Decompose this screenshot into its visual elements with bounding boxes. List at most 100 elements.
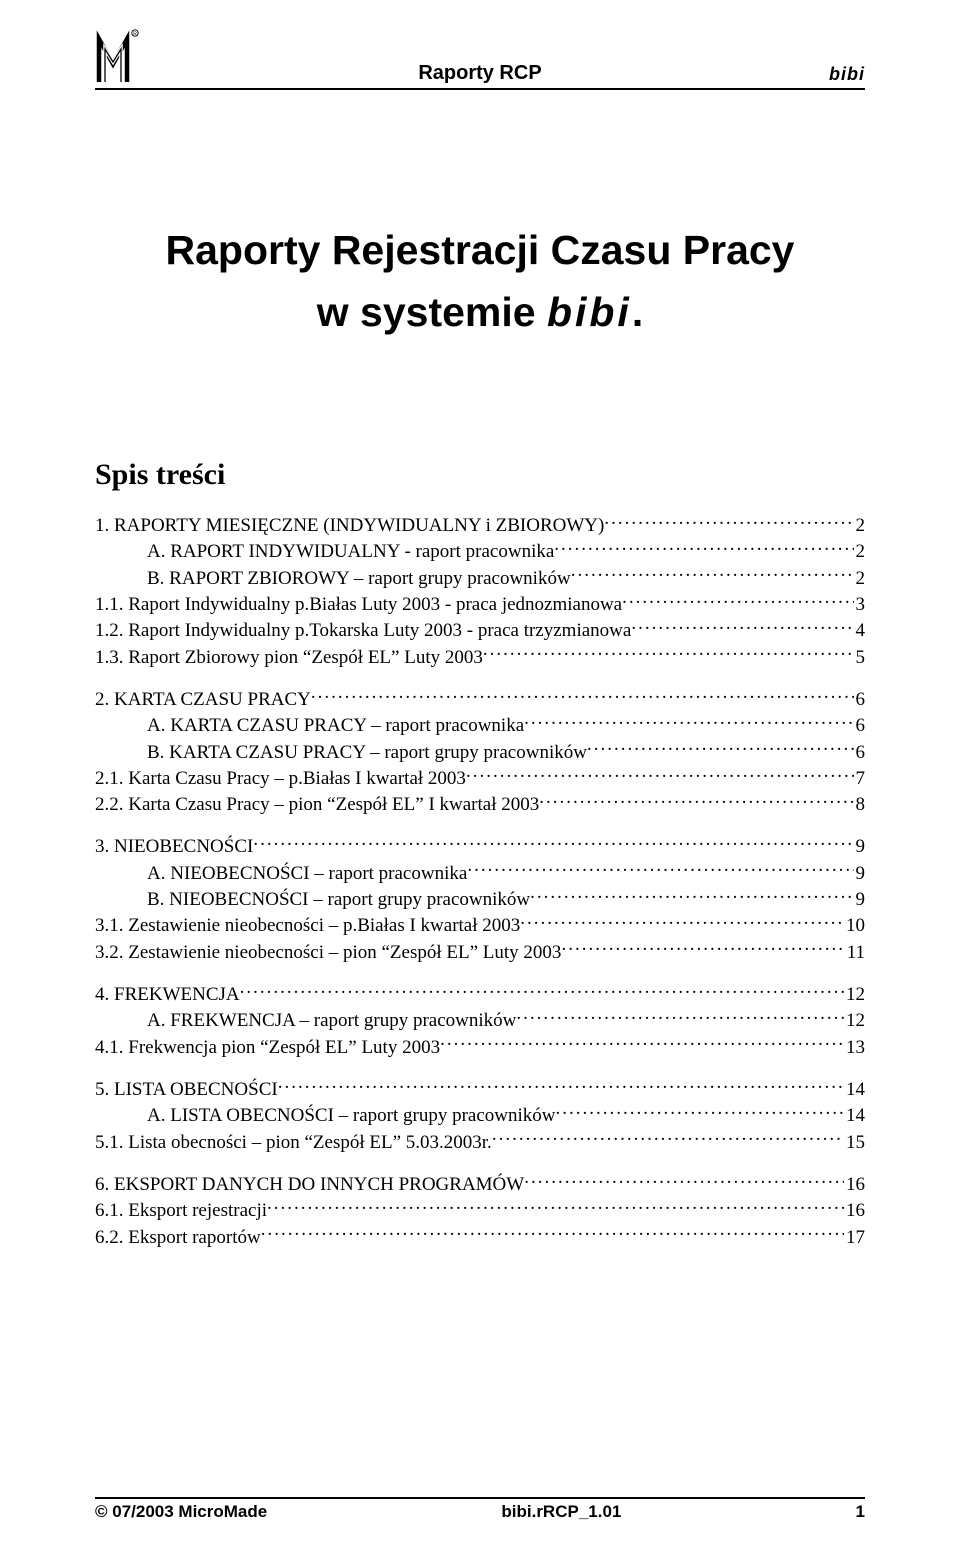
toc-page: 13 [844,1036,865,1060]
toc-label: A. FREKWENCJA – raport grupy pracowników [147,1009,516,1033]
toc-dots [440,1034,844,1053]
toc-group: 2. KARTA CZASU PRACY6A. KARTA CZASU PRAC… [95,686,865,818]
toc-dots [571,565,854,584]
toc-page: 17 [844,1226,865,1250]
toc-row: 3.2. Zestawienie nieobecności – pion “Ze… [95,939,865,965]
toc-row: 1.3. Raport Zbiorowy pion “Zespół EL” Lu… [95,644,865,670]
toc-group: 5. LISTA OBECNOŚCI 14 A. LISTA OBECNOŚCI –… [95,1076,865,1155]
toc-dots [604,512,853,531]
toc-page: 16 [844,1199,865,1223]
toc-label: B. KARTA CZASU PRACY – raport grupy prac… [147,741,587,765]
toc-label: 3.1. Zestawienie nieobecności – p.Białas… [95,914,520,938]
toc-page: 6 [854,714,866,738]
toc-label: 5. LISTA OBECNOŚCI [95,1078,278,1102]
svg-text:R: R [133,31,137,37]
toc-page: 6 [854,741,866,765]
toc-dots [561,939,844,958]
toc-label: 1.2. Raport Indywidualny p.Tokarska Luty… [95,619,631,643]
toc-group: 4. FREKWENCJA12A. FREKWENCJA – raport gr… [95,981,865,1060]
toc-dots [253,833,853,852]
toc-heading: Spis treści [95,458,865,492]
toc-page: 14 [844,1104,865,1128]
toc-page: 9 [854,888,866,912]
toc-dots [587,739,854,758]
toc-page: 9 [854,862,866,886]
toc-label: A. RAPORT INDYWIDUALNY - raport pracowni… [147,540,554,564]
page-footer: © 07/2003 MicroMade bibi.rRCP_1.01 1 [95,1497,865,1522]
footer-right: 1 [856,1502,865,1522]
toc-label: 6. EKSPORT DANYCH DO INNYCH PROGRAMÓW [95,1173,524,1197]
toc-dots [466,765,854,784]
main-title-line2: w systemie bibi. [95,282,865,344]
toc-label: B. RAPORT ZBIOROWY – raport grupy pracow… [147,567,571,591]
toc-label: 5.1. Lista obecności – pion “Zespół EL” … [95,1131,492,1155]
toc-row: 3.1. Zestawienie nieobecności – p.Białas… [95,912,865,938]
toc-label: A. NIEOBECNOŚCI – raport pracownika [147,862,467,886]
toc-page: 11 [845,941,865,965]
toc-page: 14 [844,1078,865,1102]
toc-row: 6.2. Eksport raportów17 [95,1224,865,1250]
toc-page: 6 [854,688,866,712]
toc-dots [622,591,853,610]
toc-row: 1. RAPORTY MIESIĘCZNE (INDYWIDUALNY i ZB… [95,512,865,538]
toc-row: 2.2. Karta Czasu Pracy – pion “Zespół EL… [95,791,865,817]
footer-rule [95,1497,865,1499]
toc-row: 6.1. Eksport rejestracji 16 [95,1197,865,1223]
toc-page: 3 [854,593,866,617]
toc-row: A. KARTA CZASU PRACY – raport pracownika… [95,712,865,738]
toc-row: 4. FREKWENCJA 12 [95,981,865,1007]
toc-dots [554,538,853,557]
toc-row: A. NIEOBECNOŚCI – raport pracownika 9 [95,860,865,886]
toc-dots [524,1171,844,1190]
toc-dots [278,1076,844,1095]
toc: 1. RAPORTY MIESIĘCZNE (INDYWIDUALNY i ZB… [95,512,865,1250]
toc-page: 10 [844,914,865,938]
toc-page: 2 [854,540,866,564]
toc-row: 5. LISTA OBECNOŚCI 14 [95,1076,865,1102]
toc-row: 6. EKSPORT DANYCH DO INNYCH PROGRAMÓW 16 [95,1171,865,1197]
footer-center: bibi.rRCP_1.01 [501,1502,621,1522]
toc-row: B. NIEOBECNOŚCI – raport grupy pracownik… [95,886,865,912]
toc-label: 3. NIEOBECNOŚCI [95,835,253,859]
toc-label: 3.2. Zestawienie nieobecności – pion “Ze… [95,941,561,965]
logo-icon: R [95,29,141,90]
toc-page: 5 [854,646,866,670]
main-title: Raporty Rejestracji Czasu Pracy w system… [95,220,865,343]
toc-dots [267,1197,844,1216]
toc-label: 2.2. Karta Czasu Pracy – pion “Zespół EL… [95,793,539,817]
toc-row: 5.1. Lista obecności – pion “Zespół EL” … [95,1129,865,1155]
toc-page: 8 [854,793,866,817]
toc-page: 2 [854,567,866,591]
toc-label: 6.1. Eksport rejestracji [95,1199,267,1223]
header-brand: bibi [829,64,865,85]
toc-label: A. KARTA CZASU PRACY – raport pracownika [147,714,524,738]
toc-label: 1. RAPORTY MIESIĘCZNE (INDYWIDUALNY i ZB… [95,514,604,538]
toc-dots [530,886,853,905]
toc-row: 3. NIEOBECNOŚCI9 [95,833,865,859]
toc-page: 15 [844,1131,865,1155]
main-title-line1: Raporty Rejestracji Czasu Pracy [95,220,865,282]
toc-dots [492,1129,844,1148]
toc-page: 2 [854,514,866,538]
toc-row: A. FREKWENCJA – raport grupy pracowników… [95,1007,865,1033]
toc-dots [524,712,853,731]
toc-row: B. KARTA CZASU PRACY – raport grupy prac… [95,739,865,765]
toc-group: 6. EKSPORT DANYCH DO INNYCH PROGRAMÓW166… [95,1171,865,1250]
toc-label: 1.1. Raport Indywidualny p.Białas Luty 2… [95,593,622,617]
toc-label: A. LISTA OBECNOŚCI – raport grupy pracow… [147,1104,556,1128]
toc-group: 3. NIEOBECNOŚCI9A. NIEOBECNOŚCI – raport… [95,833,865,965]
toc-dots [520,912,844,931]
toc-page: 12 [844,1009,865,1033]
toc-label: 1.3. Raport Zbiorowy pion “Zespół EL” Lu… [95,646,483,670]
toc-label: 4.1. Frekwencja pion “Zespół EL” Luty 20… [95,1036,440,1060]
toc-row: 2. KARTA CZASU PRACY6 [95,686,865,712]
toc-row: 4.1. Frekwencja pion “Zespół EL” Luty 20… [95,1034,865,1060]
toc-page: 12 [844,983,865,1007]
header-title: Raporty RCP [95,62,865,88]
toc-dots [261,1224,844,1243]
toc-dots [516,1007,844,1026]
toc-row: 2.1. Karta Czasu Pracy – p.Białas I kwar… [95,765,865,791]
toc-page: 16 [844,1173,865,1197]
toc-label: 4. FREKWENCJA [95,983,240,1007]
toc-dots [556,1102,844,1121]
